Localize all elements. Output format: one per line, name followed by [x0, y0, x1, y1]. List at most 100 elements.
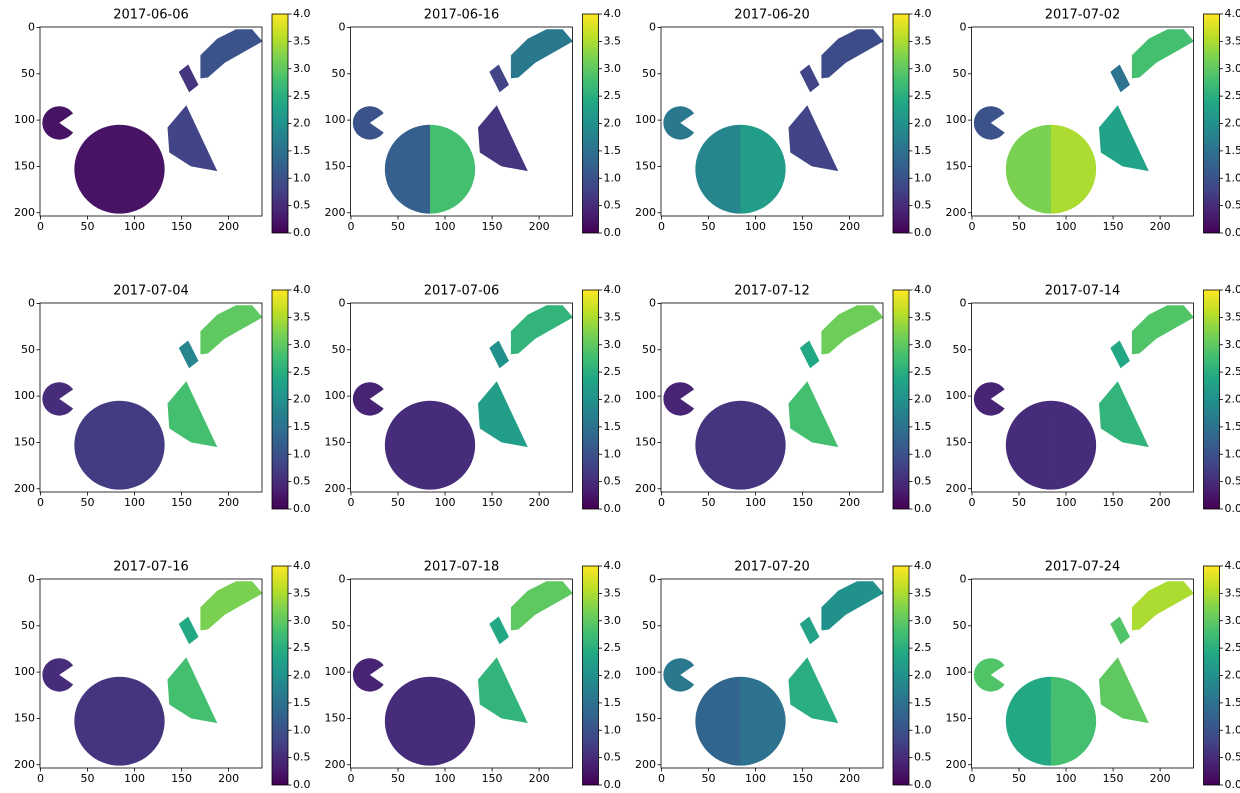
- colorbar-tick-label: 2.5: [1225, 641, 1240, 654]
- colorbar: [1204, 290, 1220, 509]
- field-top-wedge: [511, 581, 573, 630]
- field-left-half: [695, 677, 740, 766]
- y-tick-label: 200: [635, 482, 656, 495]
- field-right-wedge: [478, 381, 528, 447]
- x-tick-label: 100: [745, 496, 766, 509]
- x-tick-label: 200: [1150, 496, 1171, 509]
- field-right-wedge: [789, 657, 839, 723]
- colorbar-tick-label: 0.0: [1225, 778, 1240, 791]
- colorbar: [583, 14, 599, 233]
- x-tick-label: 0: [347, 772, 354, 785]
- field-left-half: [1006, 677, 1051, 766]
- field-pacman: [663, 658, 694, 691]
- panel-title: 2017-07-18: [424, 560, 500, 575]
- field-pacman: [42, 106, 73, 139]
- y-tick-label: 150: [14, 435, 35, 448]
- colorbar-tick-label: 2.5: [604, 641, 622, 654]
- y-tick-label: 50: [642, 67, 656, 80]
- colorbar-tick-label: 2.0: [293, 393, 311, 406]
- y-tick-label: 100: [14, 113, 35, 126]
- x-tick-label: 200: [529, 496, 550, 509]
- field-right-wedge: [478, 657, 528, 723]
- x-tick-label: 50: [391, 496, 405, 509]
- colorbar-tick-label: 1.5: [293, 144, 311, 157]
- x-tick-label: 200: [218, 496, 239, 509]
- field-patch: [1110, 65, 1130, 93]
- field-right-half: [119, 125, 164, 214]
- colorbar-tick-label: 3.0: [914, 614, 932, 627]
- colorbar-tick-label: 3.5: [1225, 34, 1240, 47]
- colorbar-tick-label: 1.0: [914, 447, 932, 460]
- figure: 2017-06-060501001502000501001502000.00.5…: [0, 0, 1240, 793]
- x-tick-label: 50: [702, 772, 716, 785]
- colorbar-tick-label: 0.0: [914, 778, 932, 791]
- field-patch: [489, 617, 509, 645]
- colorbar-tick-label: 0.5: [293, 199, 311, 212]
- colorbar-tick-label: 3.0: [293, 338, 311, 351]
- colorbar-tick-label: 3.5: [914, 34, 932, 47]
- colorbar-tick-label: 4.0: [293, 283, 311, 296]
- x-tick-label: 200: [839, 220, 860, 233]
- y-tick-label: 200: [635, 758, 656, 771]
- field-left-half: [695, 125, 740, 214]
- colorbar-tick-label: 0.5: [293, 475, 311, 488]
- x-tick-label: 0: [968, 496, 975, 509]
- colorbar-tick-label: 4.0: [1225, 559, 1240, 572]
- colorbar: [272, 290, 288, 509]
- colorbar-tick-label: 0.5: [604, 475, 622, 488]
- y-tick-label: 50: [642, 343, 656, 356]
- colorbar: [893, 290, 909, 509]
- x-tick-label: 150: [171, 772, 192, 785]
- colorbar-tick-label: 2.0: [1225, 117, 1240, 130]
- field-right-half: [740, 677, 785, 766]
- x-tick-label: 100: [1056, 220, 1077, 233]
- colorbar-tick-label: 4.0: [293, 7, 311, 20]
- field-left-half: [1006, 125, 1051, 214]
- y-tick-label: 50: [21, 343, 35, 356]
- field-left-half: [1006, 401, 1051, 490]
- field-right-half: [119, 401, 164, 490]
- panel-title: 2017-07-14: [1045, 284, 1121, 299]
- x-tick-label: 200: [218, 772, 239, 785]
- colorbar-tick-label: 0.5: [1225, 751, 1240, 764]
- x-tick-label: 0: [37, 496, 44, 509]
- y-tick-label: 50: [642, 619, 656, 632]
- colorbar-tick-label: 0.5: [914, 475, 932, 488]
- colorbar-tick-label: 2.5: [1225, 365, 1240, 378]
- x-tick-label: 0: [37, 772, 44, 785]
- colorbar: [1204, 14, 1220, 233]
- colorbar: [893, 14, 909, 233]
- colorbar-tick-label: 1.5: [1225, 696, 1240, 709]
- colorbar-tick-label: 0.5: [1225, 199, 1240, 212]
- colorbar-tick-label: 1.5: [914, 420, 932, 433]
- colorbar-tick-label: 0.5: [914, 199, 932, 212]
- colorbar: [893, 566, 909, 785]
- y-tick-label: 50: [332, 619, 346, 632]
- colorbar-tick-label: 2.5: [914, 89, 932, 102]
- colorbar-tick-label: 0.0: [293, 226, 311, 239]
- panel-title: 2017-06-16: [424, 8, 500, 23]
- x-tick-label: 0: [658, 496, 665, 509]
- colorbar-tick-label: 4.0: [293, 559, 311, 572]
- colorbar-tick-label: 4.0: [1225, 283, 1240, 296]
- x-tick-label: 0: [37, 220, 44, 233]
- y-tick-label: 100: [946, 113, 967, 126]
- field-right-wedge: [789, 381, 839, 447]
- y-tick-label: 0: [649, 296, 656, 309]
- x-tick-label: 0: [347, 496, 354, 509]
- colorbar-tick-label: 3.5: [293, 310, 311, 323]
- field-top-wedge: [821, 29, 883, 78]
- field-top-wedge: [200, 305, 262, 354]
- colorbar-tick-label: 2.5: [604, 89, 622, 102]
- colorbar-tick-label: 0.0: [1225, 226, 1240, 239]
- colorbar-tick-label: 3.5: [914, 310, 932, 323]
- colorbar-tick-label: 1.0: [1225, 171, 1240, 184]
- colorbar-tick-label: 2.5: [1225, 89, 1240, 102]
- field-top-wedge: [511, 305, 573, 354]
- colorbar-tick-label: 3.0: [293, 614, 311, 627]
- field-left-half: [695, 401, 740, 490]
- x-tick-label: 50: [81, 496, 95, 509]
- x-tick-label: 100: [435, 772, 456, 785]
- colorbar-tick-label: 0.0: [293, 778, 311, 791]
- x-tick-label: 100: [124, 496, 145, 509]
